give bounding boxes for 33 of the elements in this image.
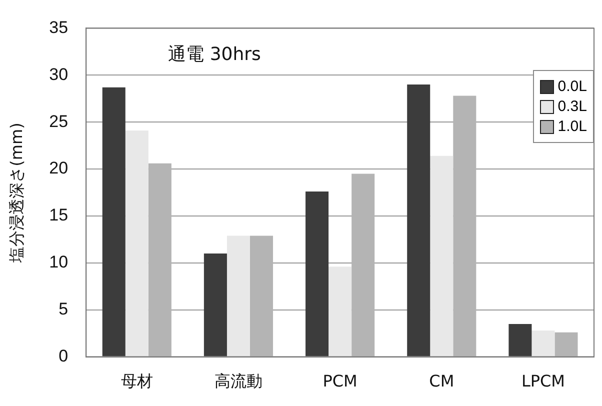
bar [306,192,329,356]
x-tick-label: 母材 [120,372,153,391]
bar [125,130,148,356]
bar [250,236,274,356]
y-tick-label: 10 [49,252,68,272]
text: 通電 30hrs [168,44,261,65]
y-tick-label: 20 [49,158,68,178]
y-tick-label: 5 [58,300,68,319]
y-tick-label: 25 [49,112,68,131]
x-tick-label: 高流動 [214,372,262,391]
legend-label: 0.3L [558,98,587,116]
y-tick-label: 15 [49,206,68,225]
x-tick-label: CM [429,372,454,391]
bar [430,156,454,356]
bar [508,324,532,356]
bar [453,96,476,356]
bar [226,236,250,356]
bar [532,330,555,356]
legend-label: 1.0L [558,118,587,136]
bar [407,84,430,356]
bar [554,332,578,356]
x-tick-label: LPCM [521,372,565,391]
bar [102,87,126,356]
bar [352,174,375,356]
bar [204,254,227,356]
y-tick-label: 35 [49,18,68,37]
y-tick-label: 0 [58,346,68,366]
y-axis-title: 塩分浸透深さ(mm) [6,122,26,264]
y-tick-label: 30 [49,64,68,84]
x-tick-label: PCM [322,372,358,391]
bar [148,163,172,356]
legend-label: 0.0L [558,78,587,96]
bar [328,266,352,356]
